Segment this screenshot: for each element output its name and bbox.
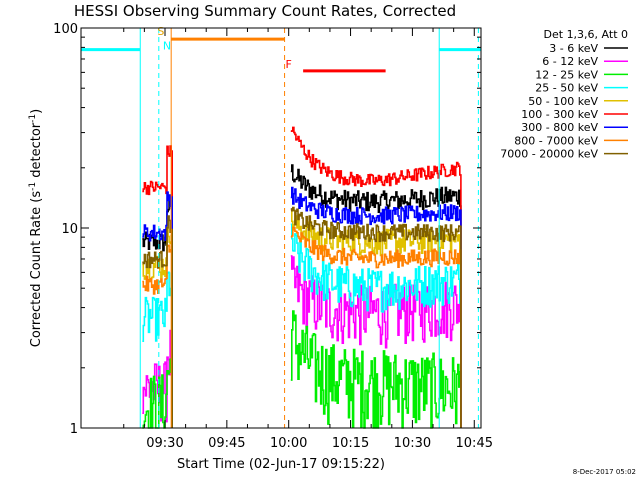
- y-tick-label: 100: [53, 22, 78, 37]
- series-line-8: [142, 206, 462, 428]
- x-tick-label: 09:45: [208, 436, 245, 451]
- legend-label: 50 - 100 keV: [528, 95, 598, 108]
- x-axis-label: Start Time (02-Jun-17 09:15:22): [177, 457, 385, 472]
- legend-label: 3 - 6 keV: [549, 42, 598, 55]
- plot-overlays: SN F: [81, 25, 481, 428]
- legend-label: 6 - 12 keV: [542, 55, 598, 68]
- series-line-6: [142, 186, 462, 428]
- x-tick-label: 10:30: [394, 436, 431, 451]
- x-tick-label: 09:30: [146, 436, 183, 451]
- flag-label: F: [286, 58, 292, 71]
- legend-label: 12 - 25 keV: [535, 68, 598, 81]
- plot-series-group: [142, 126, 462, 429]
- chart-title: HESSI Observing Summary Count Rates, Cor…: [74, 2, 456, 20]
- x-tick-label: 10:45: [456, 436, 493, 451]
- legend-label: 100 - 300 keV: [521, 108, 598, 121]
- legend-label: 300 - 800 keV: [521, 121, 598, 134]
- flag-label: S: [157, 25, 164, 38]
- legend-label: 25 - 50 keV: [535, 82, 598, 95]
- legend-label: 800 - 7000 keV: [514, 134, 598, 147]
- flag-label: N: [163, 40, 171, 53]
- y-axis-label: Corrected Count Rate (s-1 detector-1): [28, 109, 44, 347]
- x-tick-label: 10:00: [270, 436, 307, 451]
- x-tick-label: 10:15: [332, 436, 369, 451]
- x-axis-ticks: 09:30 09:45 10:00 10:15 10:30 10:45: [123, 28, 493, 451]
- legend-header: Det 1,3,6, Att 0: [544, 28, 628, 41]
- y-axis-ticks: 1 10 100: [53, 22, 481, 437]
- footer-timestamp: 8-Dec-2017 05:02: [573, 468, 636, 476]
- y-tick-label: 10: [61, 222, 78, 237]
- series-line-5: [142, 126, 462, 428]
- y-tick-label: 1: [70, 422, 78, 437]
- legend-label: 7000 - 20000 keV: [500, 148, 598, 161]
